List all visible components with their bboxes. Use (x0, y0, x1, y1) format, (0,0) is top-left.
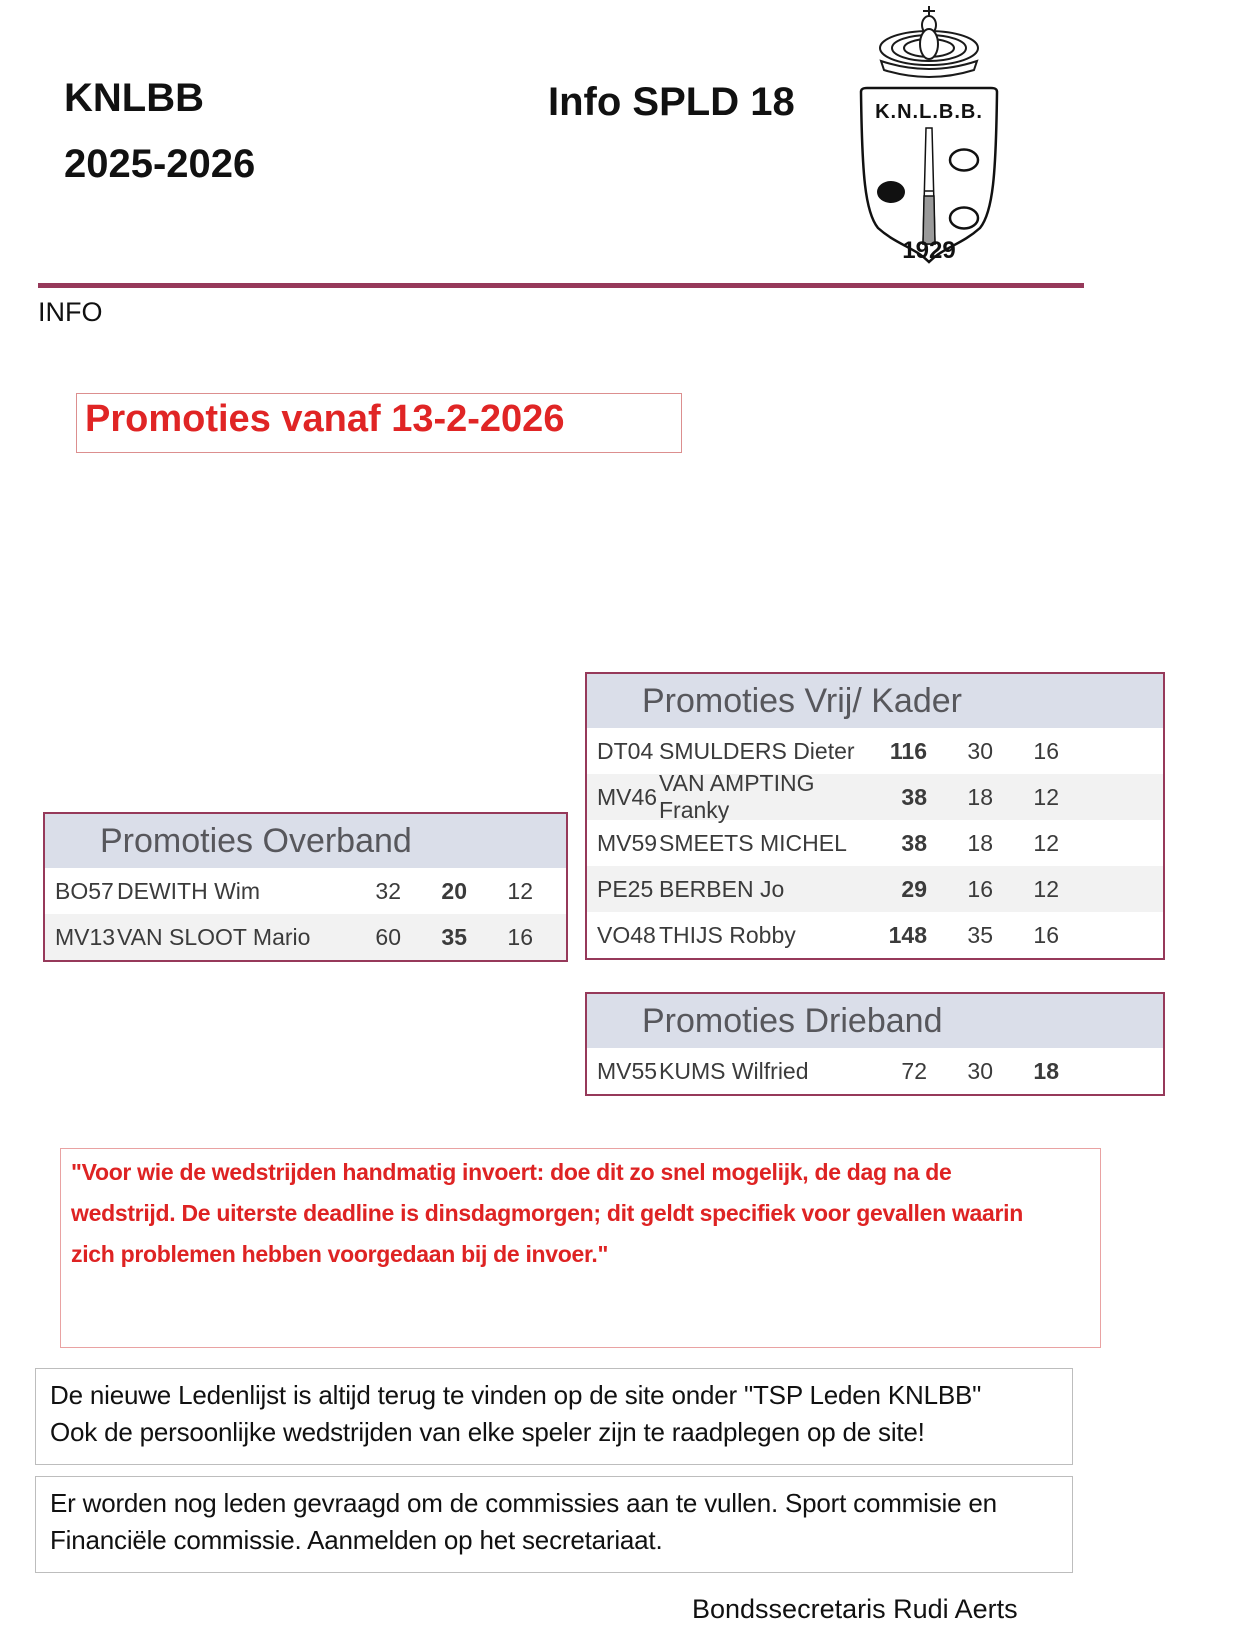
player-value: 16 (967, 875, 993, 902)
player-value: 20 (441, 877, 467, 904)
ledenlijst-notice-line: Ook de persoonlijke wedstrijden van elke… (50, 1417, 925, 1447)
promo-title: Promoties vanaf 13-2-2026 (85, 398, 565, 440)
commissies-notice-box: Er worden nog leden gevraagd om de commi… (35, 1476, 1073, 1573)
table-row: VO48 THIJS Robby 148 35 16 (587, 912, 1163, 958)
table-body: DT04 SMULDERS Dieter 116 30 16 MV46 VAN AMPTIN… (587, 728, 1163, 958)
player-code: MV13 (55, 923, 116, 950)
season-label: 2025-2026 (64, 142, 256, 186)
table-row: MV46 VAN AMPTING Franky 38 18 12 (587, 770, 1163, 823)
player-value: 72 (901, 1057, 927, 1084)
player-value: 16 (1033, 737, 1059, 764)
page-title: Info SPLD 18 (548, 80, 795, 124)
player-value: 12 (1033, 783, 1059, 810)
table-row: MV59 SMEETS MICHEL 38 18 12 (587, 820, 1163, 866)
ledenlijst-notice-box: De nieuwe Ledenlijst is altijd terug te … (35, 1368, 1073, 1465)
player-value: 32 (375, 877, 401, 904)
table-row: BO57 DEWITH Wim 32 20 12 (45, 868, 566, 914)
player-code: MV55 (597, 1057, 658, 1084)
player-value: 148 (888, 921, 927, 948)
commissies-notice-line: Financiële commissie. Aanmelden op het s… (50, 1525, 663, 1555)
player-name: KUMS Wilfried (659, 1057, 809, 1084)
player-name: SMULDERS Dieter (659, 737, 855, 764)
table-body: MV55 KUMS Wilfried 72 30 18 (587, 1048, 1163, 1094)
player-value: 16 (1033, 921, 1059, 948)
svg-text:K.N.L.B.B.: K.N.L.B.B. (875, 101, 983, 123)
player-value: 35 (967, 921, 993, 948)
player-code: BO57 (55, 877, 114, 904)
table-title: Promoties Overband (45, 814, 566, 868)
player-value: 12 (1033, 829, 1059, 856)
org-title-block: KNLBB 2025-2026 (64, 78, 255, 184)
player-value: 16 (507, 923, 533, 950)
player-value: 18 (1033, 1057, 1059, 1084)
table-row: MV55 KUMS Wilfried 72 30 18 (587, 1048, 1163, 1094)
player-name: VAN SLOOT Mario (117, 923, 311, 950)
player-value: 30 (967, 737, 993, 764)
info-label: INFO (38, 297, 103, 327)
player-name: DEWITH Wim (117, 877, 261, 904)
table-title: Promoties Vrij/ Kader (587, 674, 1163, 728)
deadline-notice-line: "Voor wie de wedstrijden handmatig invoe… (71, 1159, 952, 1185)
player-value: 12 (1033, 875, 1059, 902)
deadline-notice-box: "Voor wie de wedstrijden handmatig invoe… (60, 1148, 1101, 1348)
svg-text:1929: 1929 (902, 237, 955, 264)
knlbb-crest-icon: K.N.L.B.B. 1929 (859, 6, 999, 264)
commissies-notice-line: Er worden nog leden gevraagd om de commi… (50, 1488, 997, 1518)
player-code: PE25 (597, 875, 654, 902)
table-body: BO57 DEWITH Wim 32 20 12 MV13 VAN SLOOT Mario 6… (45, 868, 566, 960)
maroon-divider (38, 283, 1084, 288)
table-promoties-vrij-kader: Promoties Vrij/ Kader DT04 SMULDERS Diete… (585, 672, 1165, 960)
player-value: 18 (967, 783, 993, 810)
player-value: 35 (441, 923, 467, 950)
player-code: MV59 (597, 829, 658, 856)
player-value: 60 (375, 923, 401, 950)
table-title: Promoties Drieband (587, 994, 1163, 1048)
player-value: 38 (901, 829, 927, 856)
player-name: BERBEN Jo (659, 875, 785, 902)
player-value: 30 (967, 1057, 993, 1084)
table-promoties-overband: Promoties Overband BO57 DEWITH Wim 32 20 12 M… (43, 812, 568, 962)
player-code: DT04 (597, 737, 654, 764)
ledenlijst-notice-line: De nieuwe Ledenlijst is altijd terug te … (50, 1380, 982, 1410)
player-value: 38 (901, 783, 927, 810)
player-name: SMEETS MICHEL (659, 829, 847, 856)
org-name: KNLBB (64, 76, 204, 120)
promo-title-box: Promoties vanaf 13-2-2026 (76, 393, 682, 453)
player-value: 12 (507, 877, 533, 904)
table-promoties-drieband: Promoties Drieband MV55 KUMS Wilfried 72 30… (585, 992, 1165, 1096)
table-row: MV13 VAN SLOOT Mario 60 35 16 (45, 914, 566, 960)
player-name: THIJS Robby (659, 921, 796, 948)
signature: Bondssecretaris Rudi Aerts (692, 1594, 1018, 1624)
table-row: DT04 SMULDERS Dieter 116 30 16 (587, 728, 1163, 774)
player-code: MV46 (597, 783, 658, 810)
deadline-notice-line: wedstrijd. De uiterste deadline is dinsd… (71, 1200, 1024, 1226)
deadline-notice-line: zich problemen hebben voorgedaan bij de … (71, 1241, 609, 1267)
player-name: VAN AMPTING Franky (659, 770, 815, 823)
player-value: 29 (901, 875, 927, 902)
player-value: 18 (967, 829, 993, 856)
player-code: VO48 (597, 921, 656, 948)
knlbb-logo: K.N.L.B.B. 1929 (843, 4, 1015, 276)
player-value: 116 (889, 737, 927, 764)
table-row: PE25 BERBEN Jo 29 16 12 (587, 866, 1163, 912)
